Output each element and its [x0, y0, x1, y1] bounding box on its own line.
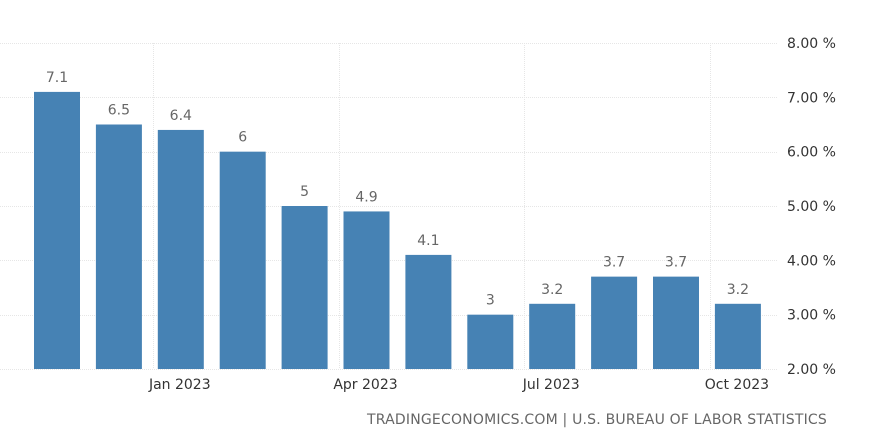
- data-labels: 7.1 6.5 6.4 6 5 4.9 4.1 3 3.2 3.7 3.7 3.2: [46, 70, 749, 309]
- y-tick-label: 2.00 %: [787, 362, 836, 378]
- y-tick-label: 4.00 %: [787, 253, 836, 269]
- bar: [653, 276, 699, 369]
- bar: [34, 91, 80, 370]
- data-label: 5: [300, 184, 309, 200]
- data-label: 3.7: [603, 255, 625, 271]
- y-tick-label: 3.00 %: [787, 308, 836, 324]
- data-label: 3.2: [541, 282, 563, 298]
- data-label: 6: [238, 130, 247, 146]
- data-label: 7.1: [46, 70, 68, 86]
- y-tick-label: 6.00 %: [787, 145, 836, 161]
- y-tick-label: 5.00 %: [787, 199, 836, 215]
- data-label: 3: [486, 293, 495, 309]
- bar: [95, 124, 142, 369]
- data-label: 6.4: [170, 108, 192, 124]
- data-label: 4.9: [355, 189, 377, 205]
- source-credit: TRADINGECONOMICS.COM | U.S. BUREAU OF LA…: [367, 412, 827, 428]
- bar: [467, 314, 514, 369]
- x-tick-label: Oct 2023: [705, 377, 769, 393]
- data-label: 3.2: [727, 282, 749, 298]
- bar: [591, 276, 638, 369]
- data-label: 4.1: [417, 233, 439, 249]
- bar: [281, 206, 328, 369]
- bar: [219, 151, 266, 369]
- bar: [714, 303, 761, 369]
- y-axis: 2.00 % 3.00 % 4.00 % 5.00 % 6.00 % 7.00 % 8.00…: [787, 36, 836, 378]
- x-axis: Jan 2023 Apr 2023 Jul 2023 Oct 2023: [148, 377, 769, 393]
- x-tick-label: Jul 2023: [522, 377, 580, 393]
- y-tick-label: 7.00 %: [787, 90, 836, 106]
- bar: [157, 129, 204, 369]
- bar: [405, 254, 452, 369]
- data-label: 6.5: [108, 103, 130, 119]
- bars: [34, 91, 761, 370]
- bar: [343, 211, 390, 369]
- bar: [529, 303, 576, 369]
- data-label: 3.7: [665, 255, 687, 271]
- x-tick-label: Jan 2023: [148, 377, 211, 393]
- y-tick-label: 8.00 %: [787, 36, 836, 52]
- x-tick-label: Apr 2023: [333, 377, 397, 393]
